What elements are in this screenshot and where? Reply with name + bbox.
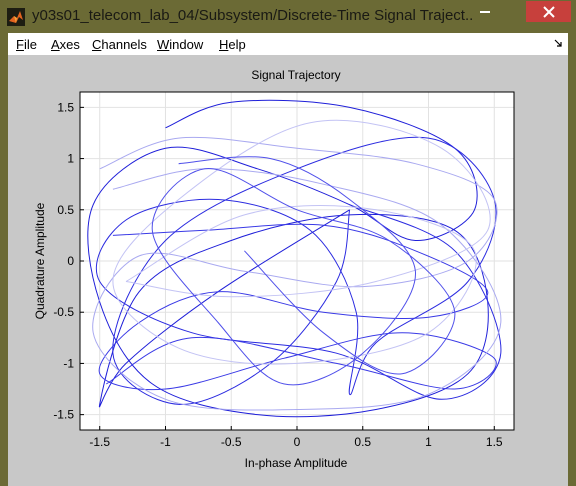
y-axis-ticks: 1.5 1 0.5 0 -0.5 -1 -1.5 [53, 100, 84, 422]
x-tick-label: 0.5 [354, 435, 371, 449]
minimize-icon[interactable] [475, 6, 495, 18]
dock-arrow-icon[interactable] [554, 39, 562, 47]
x-tick-label: -1.5 [89, 435, 110, 449]
x-axis-ticks: -1.5 -1 -0.5 0 0.5 1 1.5 [89, 426, 503, 449]
y-tick-label: 0 [67, 254, 74, 268]
trajectory-series-1 [95, 136, 502, 405]
trajectory-series-4 [112, 119, 491, 365]
y-tick-label: -0.5 [53, 305, 74, 319]
window-bottom-edge [8, 479, 568, 486]
menu-axes[interactable]: Axes [51, 37, 80, 52]
close-button[interactable] [526, 1, 571, 22]
menu-window-mnemonic: W [157, 37, 170, 52]
y-tick-label: 0.5 [57, 203, 74, 217]
menu-help-label: elp [228, 37, 246, 52]
trajectory-series-0 [87, 99, 489, 418]
matlab-icon [7, 8, 25, 26]
y-tick-label: 1.5 [57, 100, 74, 114]
x-tick-label: 0 [294, 435, 301, 449]
y-axis-label: Quadrature Amplitude [33, 202, 47, 319]
y-tick-label: -1.5 [53, 408, 74, 422]
menu-axes-mnemonic: A [51, 37, 60, 52]
menu-channels-label: hannels [101, 37, 147, 52]
x-tick-label: -0.5 [221, 435, 242, 449]
menu-file-label: ile [23, 37, 37, 52]
signal-trajectory-figure[interactable]: Signal Trajectory -1.5 -1 -0.5 0 0.5 1 1.5 1.5… [8, 55, 568, 479]
x-tick-label: 1.5 [486, 435, 503, 449]
y-tick-label: 1 [67, 152, 74, 166]
menu-help[interactable]: Help [219, 37, 246, 52]
y-tick-label: -1 [63, 356, 74, 370]
menu-axes-label: xes [59, 37, 80, 52]
window-title: y03s01_telecom_lab_04/Subsystem/Discrete… [32, 7, 472, 24]
menu-file[interactable]: File [16, 37, 37, 52]
chart-title: Signal Trajectory [251, 68, 340, 82]
menu-channels-mnemonic: C [92, 37, 102, 52]
menu-bar: File Axes Channels Window Help [8, 33, 568, 55]
trajectory-series-5 [151, 156, 456, 386]
menu-channels[interactable]: Channels [92, 37, 147, 52]
title-bar[interactable]: y03s01_telecom_lab_04/Subsystem/Discrete… [0, 0, 576, 33]
trajectory-series-2 [98, 223, 497, 391]
x-axis-label: In-phase Amplitude [245, 456, 348, 470]
menu-file-mnemonic: F [16, 37, 24, 52]
trajectory-series-3 [92, 136, 502, 411]
figure-canvas: Signal Trajectory -1.5 -1 -0.5 0 0.5 1 1.5 1.5… [8, 55, 568, 479]
close-icon [542, 5, 555, 18]
menu-help-mnemonic: H [219, 37, 229, 52]
menu-window[interactable]: Window [157, 37, 203, 52]
trajectory-layer [87, 99, 502, 418]
x-tick-label: 1 [425, 435, 432, 449]
x-tick-label: -1 [160, 435, 171, 449]
menu-window-label: indow [169, 37, 204, 52]
